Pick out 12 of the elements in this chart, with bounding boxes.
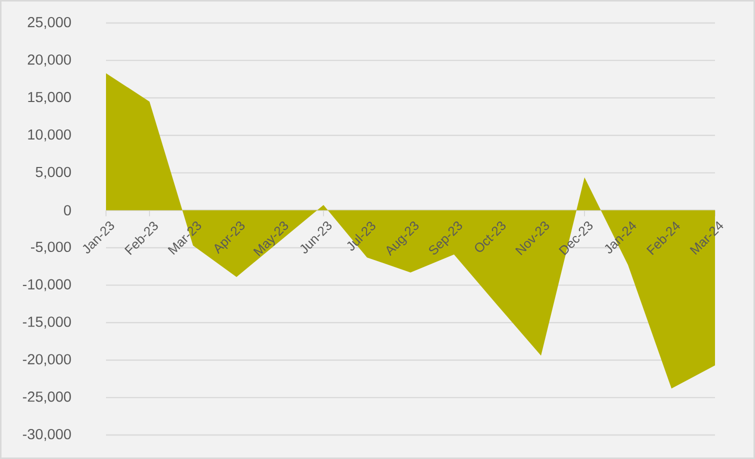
y-tick-label: -15,000 bbox=[22, 316, 71, 329]
y-tick-label: 25,000 bbox=[28, 17, 71, 29]
y-tick-label: -30,000 bbox=[22, 429, 71, 441]
y-tick-label: 10,000 bbox=[28, 129, 71, 142]
y-tick-label: -20,000 bbox=[22, 354, 71, 366]
y-tick-label: -10,000 bbox=[22, 279, 71, 292]
y-tick-label: -5,000 bbox=[31, 242, 71, 254]
y-tick-label: 20,000 bbox=[28, 54, 71, 66]
y-tick-label: 15,000 bbox=[28, 92, 71, 104]
y-tick-label: 0 bbox=[64, 205, 71, 216]
y-tick-label: -25,000 bbox=[22, 392, 71, 404]
y-tick-label: 5,000 bbox=[36, 166, 71, 179]
